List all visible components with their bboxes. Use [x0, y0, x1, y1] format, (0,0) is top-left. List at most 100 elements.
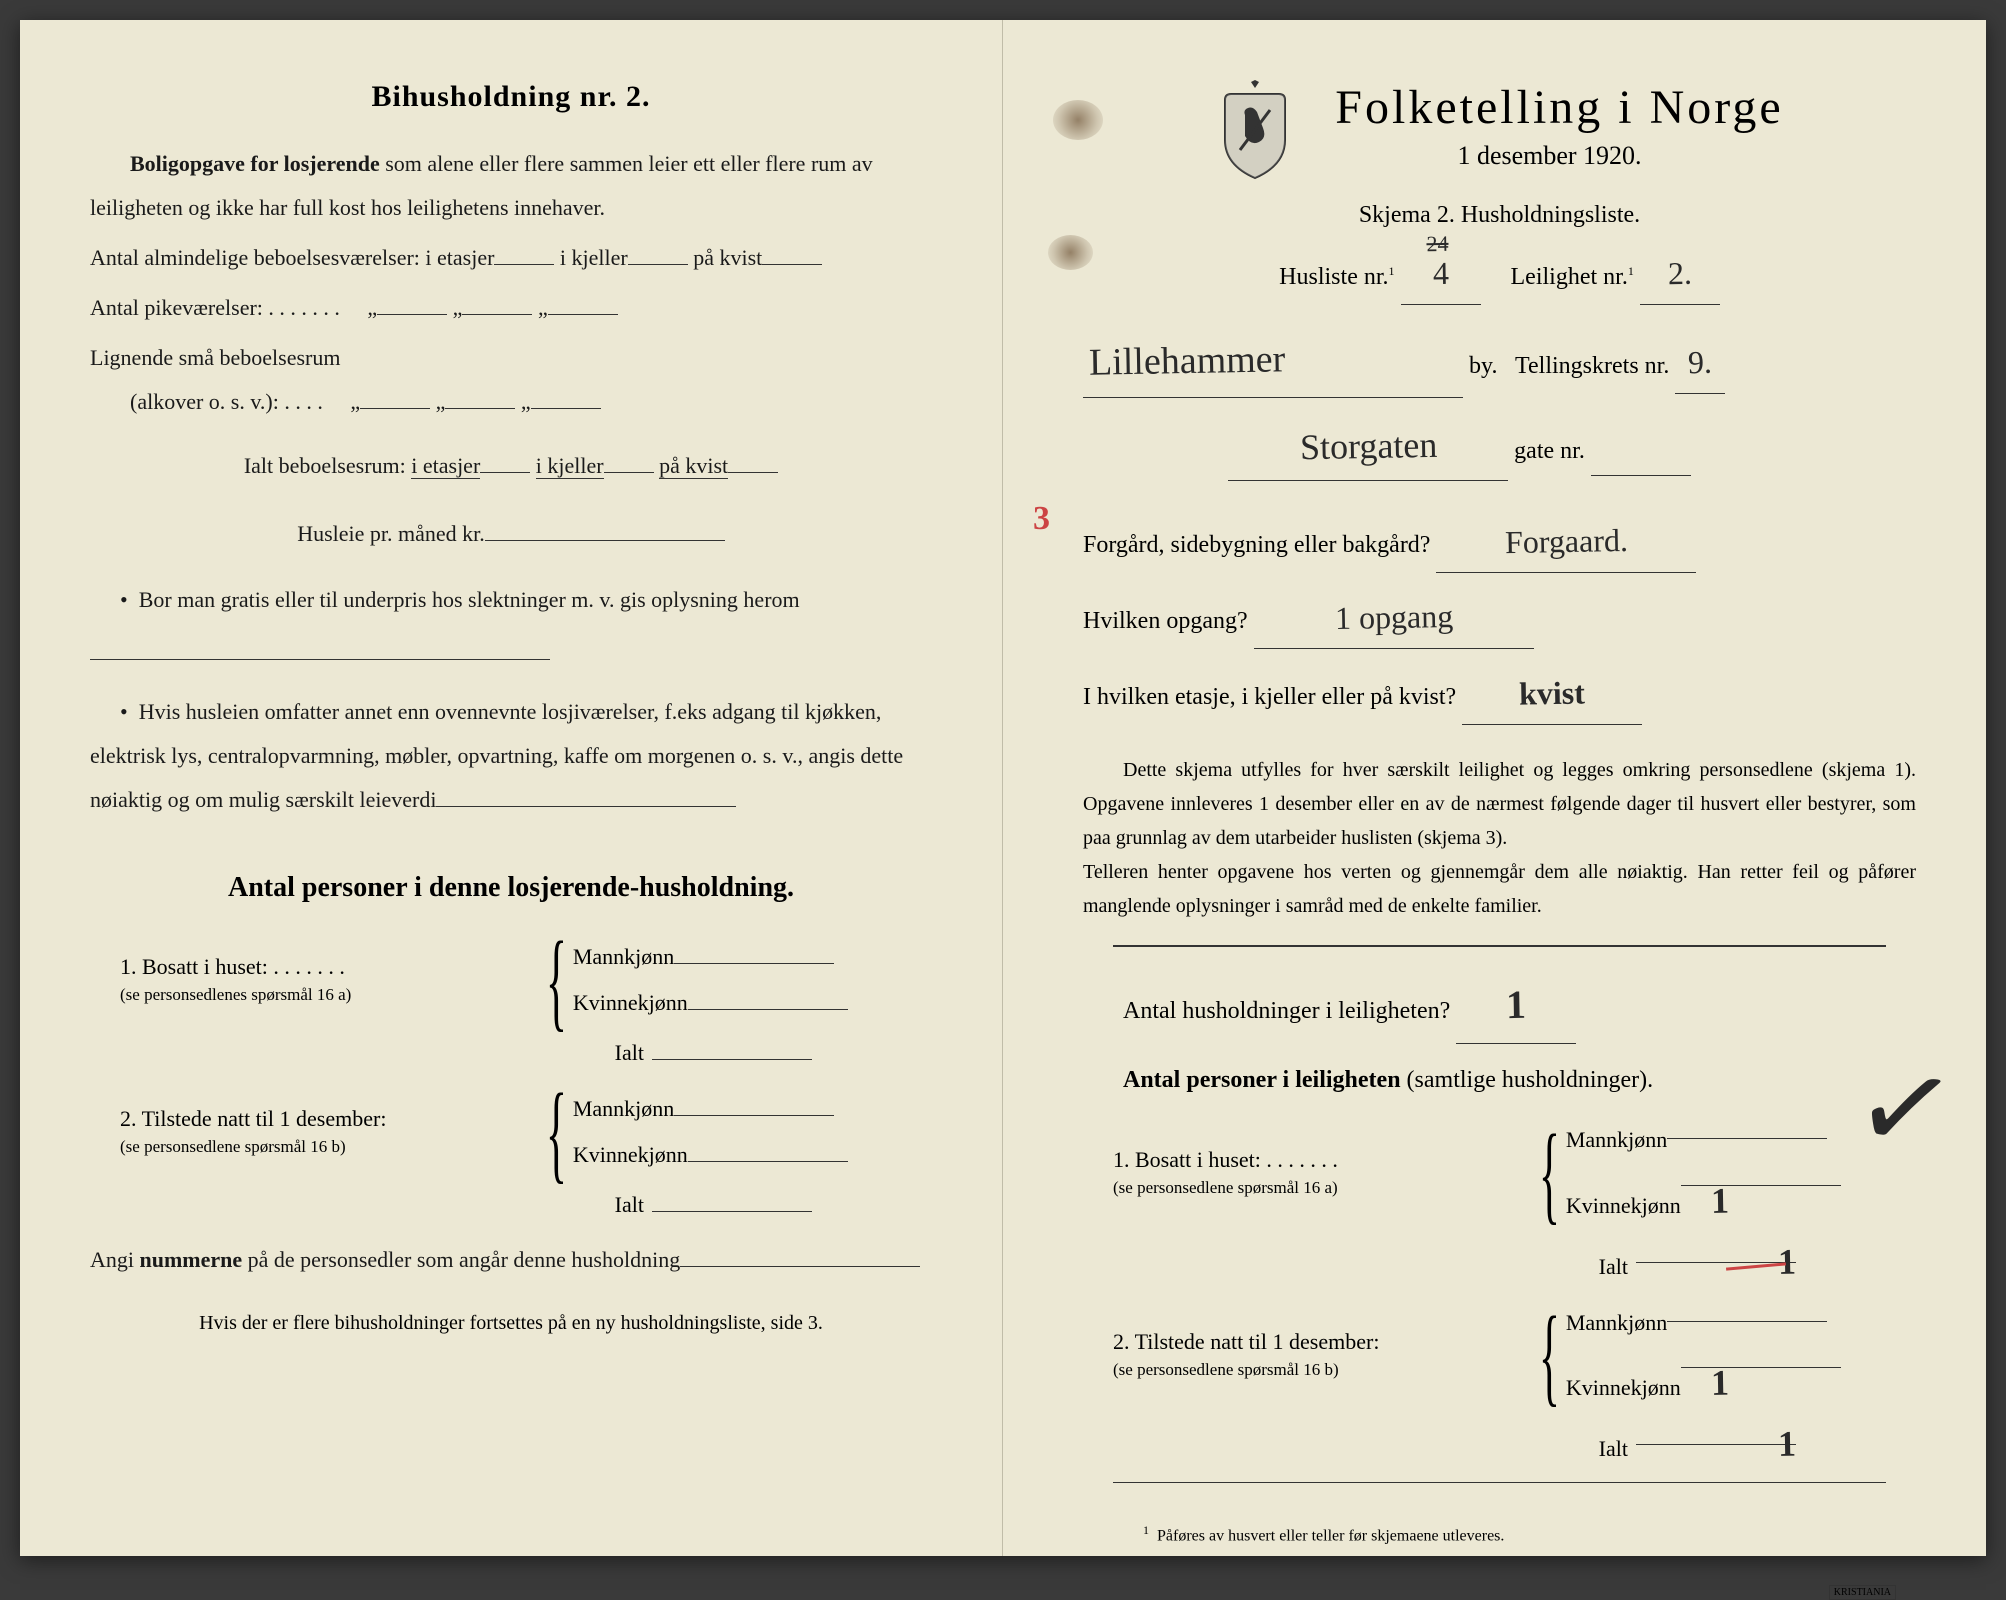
paa-kvist: på kvist: [693, 245, 762, 270]
q1-block: 1. Bosatt i huset: . . . . . . . (se per…: [120, 934, 932, 1026]
instructions: Dette skjema utfylles for hver særskilt …: [1083, 753, 1916, 923]
field: [1667, 1117, 1827, 1139]
field: 1: [1636, 1423, 1796, 1445]
field: [762, 243, 822, 265]
census-document: Bihusholdning nr. 2. Boligopgave for los…: [20, 20, 1986, 1556]
field: 1: [1636, 1241, 1796, 1263]
husliste-field: 24 4: [1401, 243, 1481, 305]
brace-icon: {: [546, 936, 567, 1024]
by-label: by.: [1469, 353, 1497, 379]
field: [548, 293, 618, 315]
forgard-label: Forgård, sidebygning eller bakgård?: [1083, 532, 1430, 558]
gate-field: Storgaten: [1228, 412, 1508, 481]
q1-label: 1. Bosatt i huset: . . . . . . .: [120, 954, 345, 979]
field: [360, 387, 430, 409]
gate-nr-field: [1591, 429, 1691, 476]
field: [494, 243, 554, 265]
paa-kvist2: på kvist: [659, 453, 728, 478]
printer-mark: KRISTIANIA: [1829, 1585, 1896, 1600]
field: [485, 519, 725, 541]
antal-pers-rest: (samtlige husholdninger).: [1401, 1067, 1654, 1093]
footer1c: på de personsedler som angår denne husho…: [242, 1247, 680, 1272]
antal-hush-label: Antal husholdninger i leiligheten?: [1123, 998, 1450, 1024]
field: [688, 1140, 848, 1162]
field: [377, 293, 447, 315]
q1-ialt-val: 1: [1748, 1240, 1797, 1283]
field: [462, 293, 532, 315]
footer2: Hvis der er flere bihusholdninger fortse…: [90, 1312, 932, 1335]
lignende2: (alkover o. s. v.): . . . .: [130, 389, 323, 414]
husleie: Husleie pr. måned kr.: [297, 521, 485, 546]
r-q2-sub: (se personsedlene spørsmål 16 b): [1113, 1360, 1339, 1379]
r-q1-block: 1. Bosatt i huset: . . . . . . . (se per…: [1113, 1117, 1916, 1228]
i-etasjer: i etasjer: [411, 453, 480, 478]
mann2: Mannkjønn: [573, 1096, 674, 1121]
r-kvinne: Kvinnekjønn: [1566, 1193, 1681, 1218]
tellingskrets-label: Tellingskrets nr.: [1515, 353, 1669, 379]
main-title: Folketelling i Norge: [1335, 80, 1783, 135]
r-ialt: Ialt: [1599, 1254, 1628, 1279]
coat-of-arms-icon: [1215, 80, 1295, 180]
field: [90, 638, 550, 660]
right-page: 3 ✓ Folketelling i Norge 1 desember 1920…: [1003, 20, 1986, 1556]
lignende1: Lignende små beboelsesrum: [90, 345, 341, 370]
city-hw: Lillehammer: [1088, 323, 1285, 399]
i-kjeller2: i kjeller: [536, 453, 604, 478]
r-q2-label: 2. Tilstede natt til 1 desember:: [1113, 1329, 1379, 1354]
q1-kvinne-val: 1: [1680, 1163, 1729, 1239]
opgang-field: 1 opgang: [1254, 587, 1534, 649]
etasje-field: kvist: [1462, 663, 1642, 725]
field: [652, 1038, 812, 1060]
bullet1: Bor man gratis eller til underpris hos s…: [139, 587, 800, 612]
pikev-label: Antal pikeværelser: . . . . . . .: [90, 295, 340, 320]
footer1a: Angi: [90, 1247, 140, 1272]
q2-block: 2. Tilstede natt til 1 desember: (se per…: [120, 1086, 932, 1178]
left-subsection: Antal personer i denne losjerende-hushol…: [90, 872, 932, 904]
left-title: Bihusholdning nr. 2.: [90, 80, 932, 114]
field: [445, 387, 515, 409]
mann: Mannkjønn: [573, 944, 674, 969]
kvinne: Kvinnekjønn: [573, 990, 688, 1015]
etasje-label: I hvilken etasje, i kjeller eller på kvi…: [1083, 684, 1456, 710]
footer1b: nummerne: [140, 1247, 243, 1272]
field: 1: [1681, 1346, 1841, 1368]
skjema-line: Skjema 2. Husholdningsliste.: [1083, 202, 1916, 229]
opgang-label: Hvilken opgang?: [1083, 608, 1248, 634]
brace-icon: {: [1539, 1311, 1560, 1399]
field: [728, 451, 778, 473]
r-mann2: Mannkjønn: [1566, 1310, 1667, 1335]
forgard-field: Forgaard.: [1436, 511, 1696, 573]
q2-kvinne-val: 1: [1680, 1346, 1729, 1422]
gate-label: gate nr.: [1514, 438, 1585, 464]
ialt: Ialt: [615, 1040, 644, 1065]
header: Folketelling i Norge 1 desember 1920. Sk…: [1083, 80, 1916, 305]
field: [652, 1190, 812, 1212]
r-q2-block: 2. Tilstede natt til 1 desember: (se per…: [1113, 1300, 1916, 1411]
footnote: 1 Påføres av husvert eller teller før sk…: [1143, 1523, 1916, 1545]
brace-icon: {: [1539, 1129, 1560, 1217]
field: [674, 942, 834, 964]
antal-bebo-label: Antal almindelige beboelsesværelser: i e…: [90, 245, 494, 270]
r-ialt2: Ialt: [1599, 1436, 1628, 1461]
sub-date: 1 desember 1920.: [1315, 141, 1783, 171]
left-body: Boligopgave for losjerende som alene ell…: [90, 142, 932, 822]
q2-sub: (se personsedlene spørsmål 16 b): [120, 1137, 346, 1156]
opgang-val: 1 opgang: [1334, 586, 1453, 649]
field: [531, 387, 601, 409]
r-q1-label: 1. Bosatt i huset: . . . . . . .: [1113, 1147, 1338, 1172]
field: [1667, 1300, 1827, 1322]
q2-label: 2. Tilstede natt til 1 desember:: [120, 1106, 386, 1131]
kvinne2: Kvinnekjønn: [573, 1142, 688, 1167]
q1-sub: (se personsedlenes spørsmål 16 a): [120, 985, 351, 1004]
leilighet-field: 2.: [1640, 243, 1720, 305]
intro-bold: Boligopgave for losjerende: [130, 151, 380, 176]
husliste-label: Husliste nr.: [1279, 264, 1388, 290]
field: [480, 451, 530, 473]
city-field: Lillehammer: [1083, 325, 1463, 398]
red-margin-note: 3: [1033, 500, 1050, 538]
ialt-bebo: Ialt beboelsesrum:: [244, 453, 406, 478]
field: [674, 1094, 834, 1116]
field: [688, 988, 848, 1010]
field: [436, 785, 736, 807]
forgard-val: Forgaard.: [1504, 510, 1628, 573]
